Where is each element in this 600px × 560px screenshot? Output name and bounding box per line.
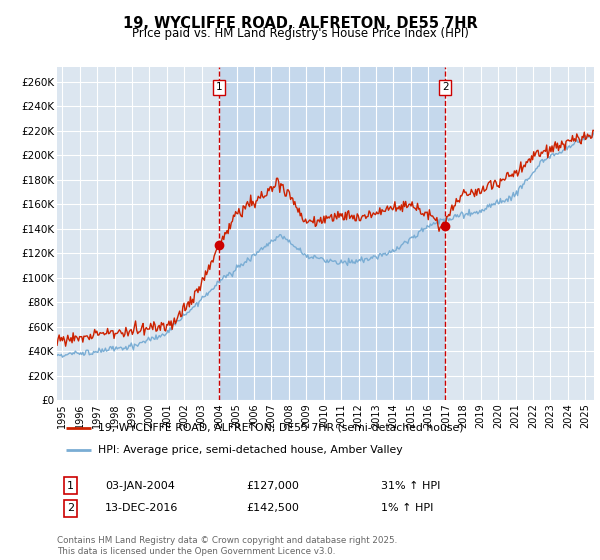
Text: 1: 1	[67, 480, 74, 491]
Text: £127,000: £127,000	[246, 480, 299, 491]
Text: £142,500: £142,500	[246, 503, 299, 514]
Text: 13-DEC-2016: 13-DEC-2016	[105, 503, 178, 514]
Text: 31% ↑ HPI: 31% ↑ HPI	[381, 480, 440, 491]
Text: 2: 2	[442, 82, 448, 92]
Bar	[220, 67, 445, 400]
Text: 03-JAN-2004: 03-JAN-2004	[105, 480, 175, 491]
Text: 2: 2	[67, 503, 74, 514]
Text: 19, WYCLIFFE ROAD, ALFRETON, DE55 7HR (semi-detached house): 19, WYCLIFFE ROAD, ALFRETON, DE55 7HR (s…	[98, 423, 464, 433]
Text: 1: 1	[216, 82, 223, 92]
Text: HPI: Average price, semi-detached house, Amber Valley: HPI: Average price, semi-detached house,…	[98, 445, 403, 455]
Text: 19, WYCLIFFE ROAD, ALFRETON, DE55 7HR: 19, WYCLIFFE ROAD, ALFRETON, DE55 7HR	[122, 16, 478, 31]
Text: 1% ↑ HPI: 1% ↑ HPI	[381, 503, 433, 514]
Text: Contains HM Land Registry data © Crown copyright and database right 2025.
This d: Contains HM Land Registry data © Crown c…	[57, 536, 397, 556]
Text: Price paid vs. HM Land Registry's House Price Index (HPI): Price paid vs. HM Land Registry's House …	[131, 27, 469, 40]
